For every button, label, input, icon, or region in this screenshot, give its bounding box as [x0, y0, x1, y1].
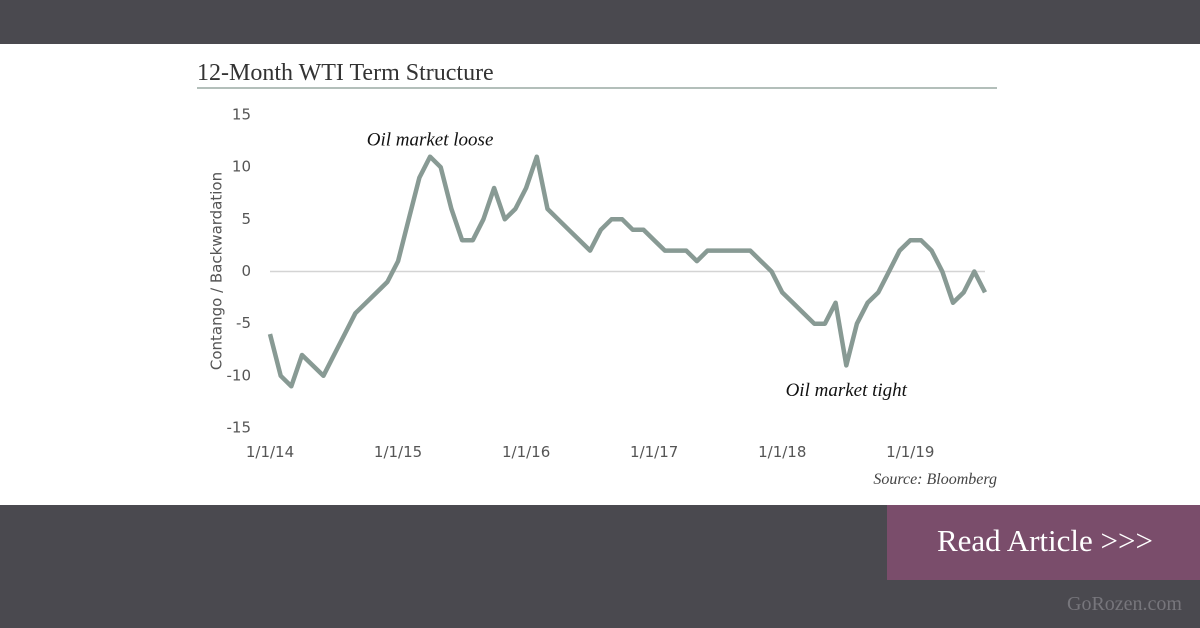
top-band: [0, 0, 1200, 44]
y-tick-label: 15: [232, 106, 251, 124]
source-note: Source: Bloomberg: [873, 471, 997, 488]
x-tick-label: 1/1/14: [246, 443, 294, 461]
annotation: Oil market tight: [786, 380, 908, 401]
y-tick-label: 0: [241, 262, 251, 280]
x-tick-label: 1/1/15: [374, 443, 422, 461]
x-tick-label: 1/1/19: [886, 443, 934, 461]
plot: -15 -10 -5 0 5 10 15 1/1/14 1/1/15 1/1/16 1/1/17 1/…: [227, 106, 988, 461]
x-tick-label: 1/1/17: [630, 443, 678, 461]
y-tick-label: -10: [227, 366, 252, 384]
x-tick-label: 1/1/16: [502, 443, 550, 461]
button-background[interactable]: [887, 505, 1200, 580]
data-line: [267, 154, 988, 389]
button-label[interactable]: Read Article >>>: [937, 523, 1153, 558]
chart-panel: [0, 44, 1200, 505]
chart-title: 12-Month WTI Term Structure: [197, 60, 494, 86]
y-tick-label: 10: [232, 158, 251, 176]
y-axis-label: Contango / Backwardation: [208, 172, 226, 370]
x-tick-label: 1/1/18: [758, 443, 806, 461]
annotation: Oil market loose: [367, 129, 494, 150]
read-article-button[interactable]: Read Article >>>: [887, 505, 1200, 580]
site-name: GoRozen.com: [1067, 593, 1182, 615]
y-tick-label: -5: [236, 314, 251, 332]
y-tick-label: -15: [227, 419, 252, 437]
y-tick-label: 5: [241, 210, 251, 228]
